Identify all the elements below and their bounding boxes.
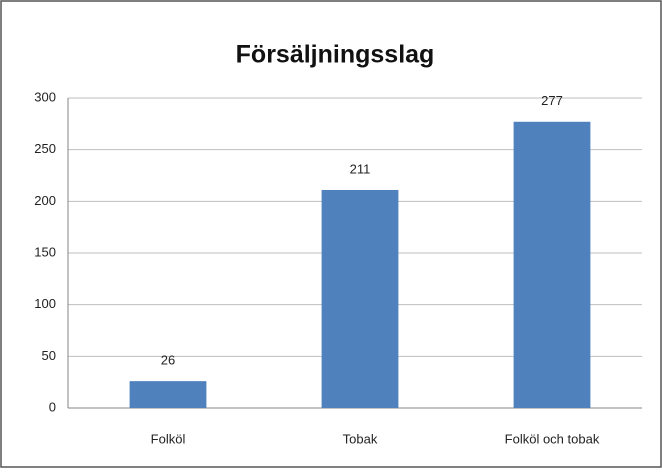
y-tick-label: 200: [34, 193, 56, 208]
bar: [513, 121, 591, 409]
chart-title: Försäljningsslag: [236, 41, 435, 69]
y-tick-label: 250: [34, 141, 56, 156]
bar: [321, 189, 399, 408]
data-label: 26: [161, 353, 175, 368]
x-tick-label: Folköl: [151, 431, 186, 446]
x-tick-label: Tobak: [343, 431, 378, 446]
y-tick-label: 0: [49, 399, 56, 414]
bar: [129, 381, 207, 408]
y-tick-label: 150: [34, 244, 56, 259]
y-tick-label: 300: [34, 89, 56, 104]
data-label: 211: [350, 161, 371, 176]
data-label: 277: [541, 93, 563, 108]
y-tick-label: 50: [42, 348, 56, 363]
x-tick-label: Folköl och tobak: [505, 431, 600, 446]
y-tick-label: 100: [34, 296, 56, 311]
